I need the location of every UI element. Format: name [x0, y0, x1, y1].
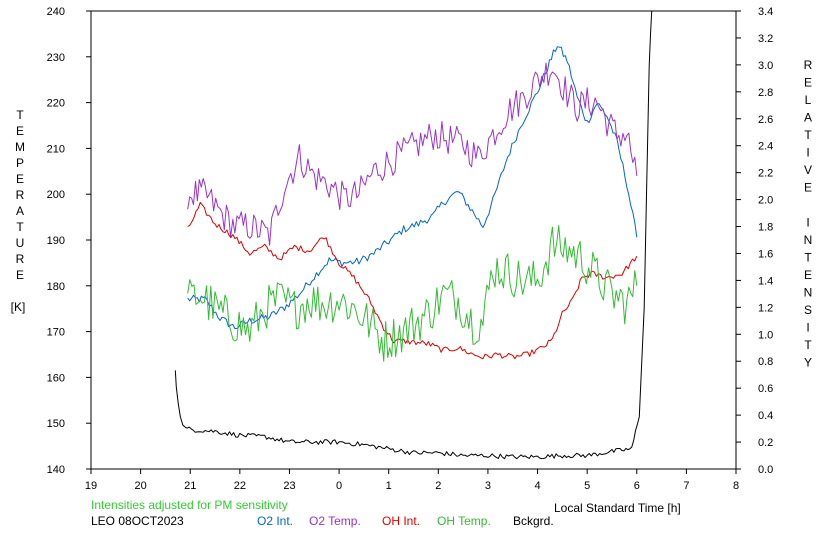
left-axis-letter: T	[16, 220, 24, 234]
x-tick-label: 5	[584, 480, 590, 492]
legend-item: O2 Int.	[257, 514, 293, 528]
right-y-tick-label: 2.2	[758, 168, 773, 180]
right-y-tick-label: 3.0	[758, 60, 773, 72]
right-axis-letter: A	[804, 111, 812, 125]
right-y-tick-label: 2.6	[758, 114, 773, 126]
left-axis-letter: R	[16, 188, 25, 202]
series-line-oh-temp	[187, 225, 638, 362]
right-axis-letter: Y	[804, 356, 812, 370]
x-axis-label: Local Standard Time [h]	[554, 501, 681, 515]
left-axis-letter: P	[16, 156, 24, 170]
legend-item: OH Int.	[382, 514, 420, 528]
x-tick-label: 20	[134, 480, 146, 492]
left-y-tick-label: 180	[47, 281, 65, 293]
left-axis-letter: A	[16, 204, 24, 218]
left-axis-unit: [K]	[11, 300, 26, 314]
right-axis-letter: L	[805, 93, 812, 107]
right-y-tick-label: 0.4	[758, 410, 773, 422]
left-y-tick-label: 240	[47, 6, 65, 18]
right-y-tick-label: 0.8	[758, 356, 773, 368]
right-axis-letter: R	[804, 58, 813, 72]
left-axis-letter: R	[16, 252, 25, 266]
left-axis-letter: U	[16, 236, 25, 250]
sensitivity-note: Intensities adjusted for PM sensitivity	[91, 498, 288, 512]
right-axis-letter: I	[806, 146, 809, 160]
right-y-tick-label: 2.0	[758, 195, 773, 207]
x-tick-label: 21	[184, 480, 196, 492]
right-axis-letter: T	[804, 338, 812, 352]
right-y-tick-label: 1.0	[758, 329, 773, 341]
right-y-tick-label: 0.0	[758, 464, 773, 476]
left-axis-letter: M	[15, 140, 25, 154]
x-tick-label: 7	[683, 480, 689, 492]
series-line-bckgrd	[174, 10, 653, 460]
right-y-tick-label: 1.8	[758, 222, 773, 234]
left-y-tick-label: 170	[47, 327, 65, 339]
left-axis-letter: T	[16, 108, 24, 122]
right-axis-letter: I	[806, 321, 809, 335]
left-y-tick-label: 190	[47, 235, 65, 247]
right-axis-letter: E	[804, 268, 812, 282]
left-y-tick-label: 200	[47, 189, 65, 201]
left-y-tick-label: 140	[47, 464, 65, 476]
right-y-tick-label: 2.8	[758, 87, 773, 99]
right-y-tick-label: 1.2	[758, 302, 773, 314]
series-line-o2-int	[187, 46, 638, 330]
left-axis-letter: E	[16, 268, 24, 282]
right-y-tick-label: 1.4	[758, 275, 773, 287]
right-axis-letter: N	[804, 286, 813, 300]
x-tick-label: 22	[234, 480, 246, 492]
right-axis-letter: N	[804, 233, 813, 247]
ticks-layer: 19 20 21 22 23 0 1 2 3 4 5 6 7 8140150160170180190200…	[47, 6, 774, 492]
right-y-tick-label: 2.4	[758, 141, 773, 153]
right-axis-letter: E	[804, 76, 812, 90]
right-axis-letter: T	[804, 128, 812, 142]
series-line-oh-int	[187, 202, 638, 360]
x-tick-label: 19	[85, 480, 97, 492]
right-y-tick-label: 3.4	[758, 6, 773, 18]
legend-item: O2 Temp.	[309, 514, 361, 528]
right-y-tick-label: 0.2	[758, 437, 773, 449]
right-y-tick-label: 1.6	[758, 248, 773, 260]
x-tick-label: 1	[386, 480, 392, 492]
right-axis-letter: E	[804, 181, 812, 195]
x-tick-label: 3	[485, 480, 491, 492]
right-axis-letter: I	[806, 216, 809, 230]
legend: O2 Int. O2 Temp. OH Int. OH Temp. Bckgrd.	[257, 514, 554, 528]
series-line-o2-temp	[187, 62, 638, 246]
x-tick-label: 0	[336, 480, 342, 492]
left-y-tick-label: 160	[47, 372, 65, 384]
right-y-tick-label: 3.2	[758, 33, 773, 45]
x-tick-label: 23	[283, 480, 295, 492]
legend-item: OH Temp.	[437, 514, 491, 528]
x-tick-label: 6	[634, 480, 640, 492]
x-tick-label: 8	[733, 480, 739, 492]
right-axis-letter: T	[804, 251, 812, 265]
left-axis-letter: E	[16, 124, 24, 138]
left-y-tick-label: 150	[47, 418, 65, 430]
left-axis-letter: E	[16, 172, 24, 186]
x-tick-label: 4	[534, 480, 540, 492]
left-y-tick-label: 220	[47, 98, 65, 110]
left-y-tick-label: 230	[47, 52, 65, 64]
left-y-tick-label: 210	[47, 143, 65, 155]
right-axis-letter: V	[804, 163, 812, 177]
series-layer	[174, 10, 653, 460]
legend-item: Bckgrd.	[513, 514, 554, 528]
x-tick-label: 2	[435, 480, 441, 492]
right-axis-letter: S	[804, 303, 812, 317]
right-y-tick-label: 0.6	[758, 383, 773, 395]
station-date-label: LEO 08OCT2023	[91, 514, 184, 528]
plot-frame	[90, 10, 737, 470]
